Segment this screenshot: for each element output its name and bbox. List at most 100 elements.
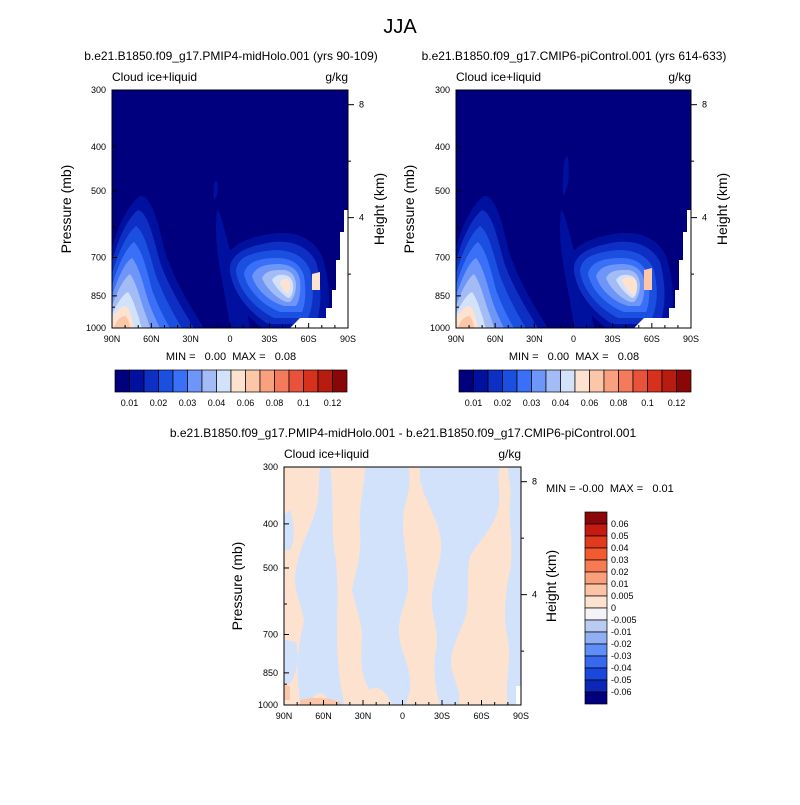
colorbar-swatch (584, 607, 608, 621)
y-tick-label: 1000 (430, 323, 450, 333)
y-tick-label: 500 (435, 186, 450, 196)
colorbar-swatch (172, 369, 188, 393)
colorbar-swatch (158, 369, 174, 393)
y-tick-label: 850 (263, 668, 278, 678)
colorbar-swatch (584, 643, 608, 657)
colorbar: 0.01 0.02 0.03 0.04 0.06 0.08 0.1 0.12 (458, 369, 692, 408)
colorbar-label: 0.05 (611, 531, 629, 541)
colorbar-swatch (584, 655, 608, 669)
colorbar-label: 0.04 (552, 398, 570, 408)
y-tick-label: 500 (91, 186, 106, 196)
colorbar-swatch (632, 369, 648, 393)
colorbar-label: 0.04 (611, 543, 629, 553)
y-tick-label: 1000 (86, 323, 106, 333)
height-tick-label: 4 (702, 213, 707, 223)
colorbar-swatch (647, 369, 663, 393)
colorbar-label: 0.02 (150, 398, 168, 408)
colorbar-swatch (317, 369, 333, 393)
colorbar-swatch (288, 369, 304, 393)
colorbar-swatch (187, 369, 203, 393)
colorbar: 0.01 0.02 0.03 0.04 0.06 0.08 0.1 0.12 (114, 369, 348, 408)
y-axis-label-right: Height (km) (543, 550, 559, 622)
x-tick-label: 30N (526, 334, 543, 344)
contour-field (456, 90, 691, 328)
x-tick-label: 30S (434, 711, 450, 721)
x-tick-label: 60N (487, 334, 504, 344)
colorbar-label: 0.005 (611, 591, 634, 601)
colorbar-label: -0.05 (611, 675, 632, 685)
x-tick-label: 90S (683, 334, 699, 344)
y-tick-label: 400 (263, 519, 278, 529)
colorbar-swatch (473, 369, 489, 393)
x-tick-label: 90N (276, 711, 293, 721)
stats-label: MIN = -0.00 MAX = 0.01 (546, 483, 674, 495)
colorbar-swatch (129, 369, 145, 393)
y-tick-label: 850 (435, 291, 450, 301)
x-tick-label: 90S (340, 334, 356, 344)
colorbar-label: 0.08 (610, 398, 628, 408)
variable-label: Cloud ice+liquid (284, 447, 369, 461)
colorbar-swatch (584, 667, 608, 681)
colorbar-label: 0.12 (324, 398, 342, 408)
colorbar-swatch (531, 369, 547, 393)
y-tick-label: 700 (435, 252, 450, 262)
height-tick-label: 8 (359, 100, 364, 110)
colorbar-vertical: 0.06 0.05 0.04 0.03 0.02 0.01 0.005 0 -0.005 -0.0… (584, 511, 637, 705)
stats-label: MIN = 0.00 MAX = 0.08 (166, 351, 296, 363)
y-axis-label: Pressure (mb) (229, 542, 245, 631)
colorbar-swatch (574, 369, 590, 393)
colorbar-swatch (618, 369, 634, 393)
y-axis-label: Pressure (mb) (401, 165, 417, 254)
colorbar-label: 0.12 (668, 398, 686, 408)
variable-label: Cloud ice+liquid (112, 70, 197, 84)
colorbar-label: -0.06 (611, 687, 632, 697)
y-tick-label: 850 (91, 291, 106, 301)
colorbar-label: 0.06 (237, 398, 255, 408)
panel-picontrol: b.e21.B1850.f09_g17.CMIP6-piControl.001 … (401, 49, 730, 408)
colorbar-swatch (332, 369, 348, 393)
colorbar-swatch (502, 369, 518, 393)
x-tick-label: 30S (261, 334, 277, 344)
x-tick-label: 60S (301, 334, 317, 344)
colorbar-swatch (245, 369, 261, 393)
panel-title: b.e21.B1850.f09_g17.PMIP4-midHolo.001 (y… (84, 49, 378, 63)
panel-title: b.e21.B1850.f09_g17.CMIP6-piControl.001 … (422, 49, 727, 63)
colorbar-swatch (487, 369, 503, 393)
colorbar-label: 0.03 (523, 398, 541, 408)
colorbar-swatch (584, 511, 608, 525)
panel-midholo: b.e21.B1850.f09_g17.PMIP4-midHolo.001 (y… (58, 49, 387, 408)
colorbar-swatch (230, 369, 246, 393)
x-tick-label: 90S (513, 711, 529, 721)
colorbar-swatch (584, 691, 608, 705)
colorbar-swatch (545, 369, 561, 393)
colorbar-label: 0.06 (581, 398, 599, 408)
stats-label: MIN = 0.00 MAX = 0.08 (509, 351, 639, 363)
colorbar-label: -0.02 (611, 639, 632, 649)
x-tick-label: 60N (315, 711, 332, 721)
figure-title: JJA (383, 16, 417, 38)
colorbar-swatch (584, 619, 608, 633)
colorbar-label: -0.04 (611, 663, 632, 673)
colorbar-swatch (516, 369, 532, 393)
colorbar-label: 0.03 (611, 555, 629, 565)
y-tick-label: 400 (91, 142, 106, 152)
x-tick-label: 60N (143, 334, 160, 344)
y-tick-label: 400 (435, 142, 450, 152)
y-tick-label: 700 (91, 252, 106, 262)
y-tick-label: 1000 (258, 700, 278, 710)
x-tick-label: 30N (355, 711, 372, 721)
colorbar-swatch (259, 369, 275, 393)
colorbar-label: 0.08 (266, 398, 284, 408)
colorbar-swatch (143, 369, 159, 393)
colorbar-label: 0.01 (465, 398, 483, 408)
colorbar-swatch (584, 547, 608, 561)
colorbar-label: 0.01 (611, 579, 629, 589)
colorbar-swatch (584, 535, 608, 549)
colorbar-swatch (584, 583, 608, 597)
y-tick-label: 300 (435, 85, 450, 95)
units-label: g/kg (498, 447, 521, 461)
colorbar-label: 0 (611, 603, 616, 613)
units-label: g/kg (668, 70, 691, 84)
x-tick-label: 90N (104, 334, 121, 344)
